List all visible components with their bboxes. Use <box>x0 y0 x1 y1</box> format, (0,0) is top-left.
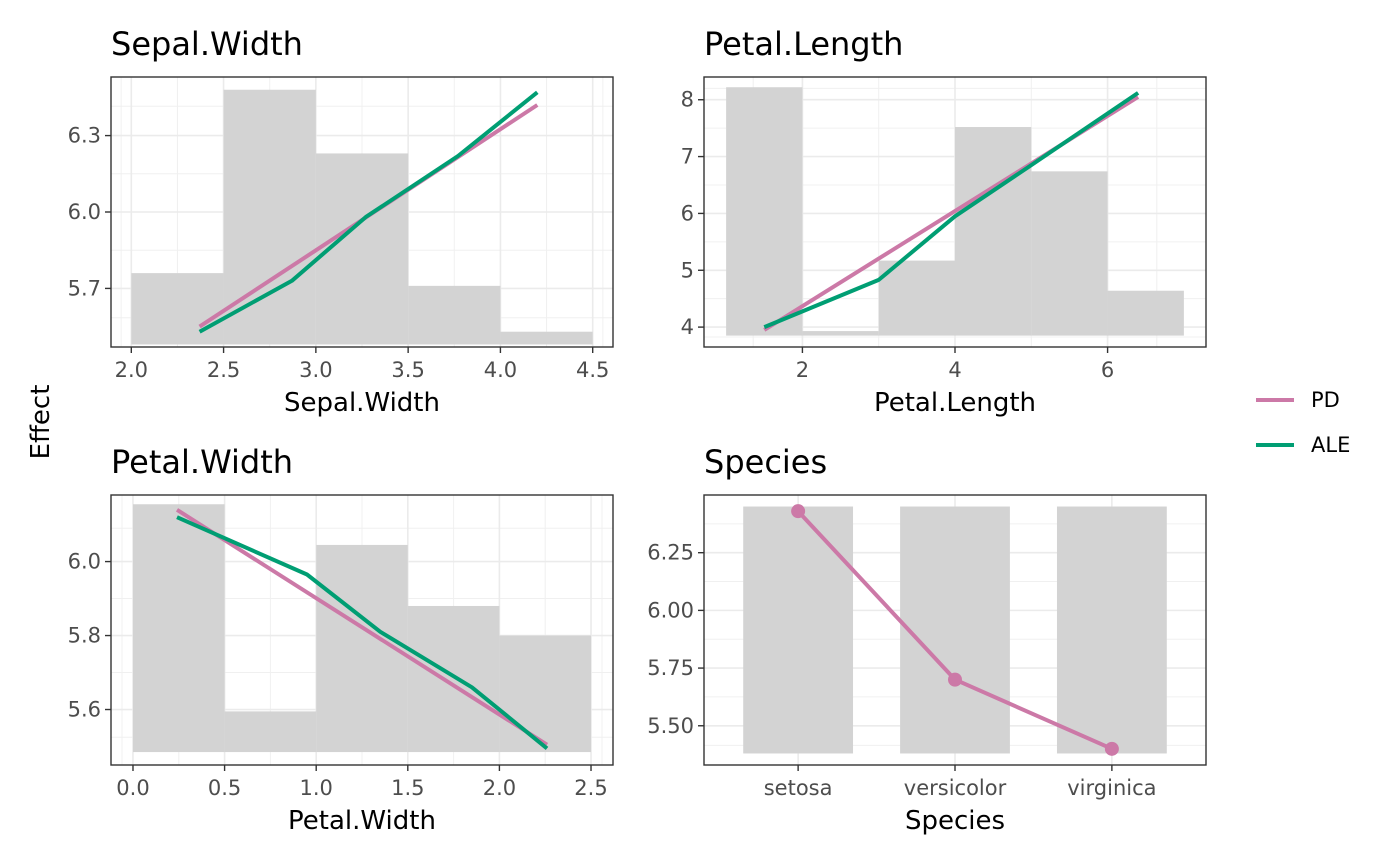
histogram-bar <box>223 89 316 345</box>
series-point-pd <box>1104 741 1119 756</box>
legend-label-ale: ALE <box>1311 433 1350 457</box>
x-tick-label: 4.0 <box>484 358 517 382</box>
panel-4: setosa versicolor virginica 5.50 5.75 6.00 6.2… <box>647 443 1207 836</box>
x-tick-label: 1.0 <box>299 776 332 800</box>
y-tick-label: 4 <box>681 315 694 339</box>
y-tick-label: 6.0 <box>68 550 101 574</box>
histogram-bar <box>878 260 955 336</box>
y-tick-label: 8 <box>681 88 694 112</box>
series-line-ale <box>176 515 549 750</box>
shared-y-axis-title: Effect <box>26 385 56 460</box>
y-tick-label: 5.75 <box>647 656 694 680</box>
histogram-bar <box>224 711 317 753</box>
panel-3: 0.0 0.5 1.0 1.5 2.0 2.5 5.6 5.8 6.0 Petal.Width Pe… <box>68 443 614 836</box>
series-line-ale <box>198 90 539 334</box>
x-tick-label: 6 <box>1101 358 1114 382</box>
legend: PD ALE <box>1256 388 1350 457</box>
x-tick-label: 1.5 <box>391 776 424 800</box>
histogram-bar <box>132 504 225 753</box>
histogram-bar <box>500 331 593 345</box>
histogram-bar <box>408 285 501 345</box>
histogram-bar <box>1107 290 1184 336</box>
x-axis-title: Petal.Width <box>288 806 436 836</box>
histogram-bar <box>802 331 879 336</box>
x-tick-label: 2 <box>796 358 809 382</box>
x-tick-label: 3.0 <box>299 358 332 382</box>
y-tick-label: 6 <box>681 201 694 225</box>
x-tick-label: 2.5 <box>574 776 607 800</box>
series-line-pd <box>175 508 549 747</box>
panels: 2.0 2.5 3.0 3.5 4.0 4.5 5.7 6.0 6.3 Sepal.Width Se… <box>68 25 1207 836</box>
y-tick-label: 5.50 <box>647 714 694 738</box>
y-tick-label: 6.25 <box>647 541 694 565</box>
x-tick-label: 0.5 <box>208 776 241 800</box>
x-tick-label: 3.5 <box>391 358 424 382</box>
x-axis-title: Sepal.Width <box>284 388 440 418</box>
category-bar <box>743 506 854 754</box>
y-tick-label: 7 <box>681 145 694 169</box>
histogram-bar <box>955 127 1032 336</box>
x-tick-label: 2.5 <box>207 358 240 382</box>
series-point-pd <box>948 672 962 687</box>
x-axis-title: Petal.Length <box>874 388 1036 418</box>
x-tick-label: virginica <box>1067 776 1156 800</box>
y-tick-label: 6.00 <box>647 598 694 622</box>
series-point-pd <box>791 504 806 519</box>
histogram-bar <box>407 605 500 753</box>
y-tick-label: 5.7 <box>68 276 101 300</box>
x-tick-label: versicolor <box>904 776 1007 800</box>
y-tick-label: 5.6 <box>68 698 101 722</box>
x-tick-label: 4 <box>948 358 961 382</box>
series-line-ale <box>763 91 1140 329</box>
x-axis-title: Species <box>905 806 1005 836</box>
y-tick-label: 5.8 <box>68 624 101 648</box>
panel-1: 2.0 2.5 3.0 3.5 4.0 4.5 5.7 6.0 6.3 Sepal.Width Se… <box>68 25 614 418</box>
histogram-bar <box>1031 171 1108 336</box>
histogram-bar <box>131 273 224 345</box>
category-bar <box>900 506 1010 754</box>
panel-title: Petal.Length <box>704 25 903 63</box>
x-tick-label: setosa <box>764 776 833 800</box>
panel-border <box>110 494 614 766</box>
legend-label-pd: PD <box>1311 388 1340 412</box>
y-tick-label: 5 <box>681 258 694 282</box>
x-tick-label: 2.0 <box>483 776 516 800</box>
histogram-bar <box>499 635 592 753</box>
x-tick-label: 2.0 <box>115 358 148 382</box>
panel-2: 2 4 6 4 5 6 7 8 Petal.Length Petal.Length <box>681 25 1207 418</box>
category-bar <box>1056 506 1167 754</box>
panel-title: Petal.Width <box>111 443 293 481</box>
panel-title: Sepal.Width <box>111 25 303 63</box>
histogram-bar <box>726 87 803 336</box>
panel-title: Species <box>704 443 827 481</box>
y-tick-label: 6.3 <box>68 124 101 148</box>
x-tick-label: 4.5 <box>576 358 609 382</box>
x-tick-label: 0.0 <box>116 776 149 800</box>
y-tick-label: 6.0 <box>68 200 101 224</box>
